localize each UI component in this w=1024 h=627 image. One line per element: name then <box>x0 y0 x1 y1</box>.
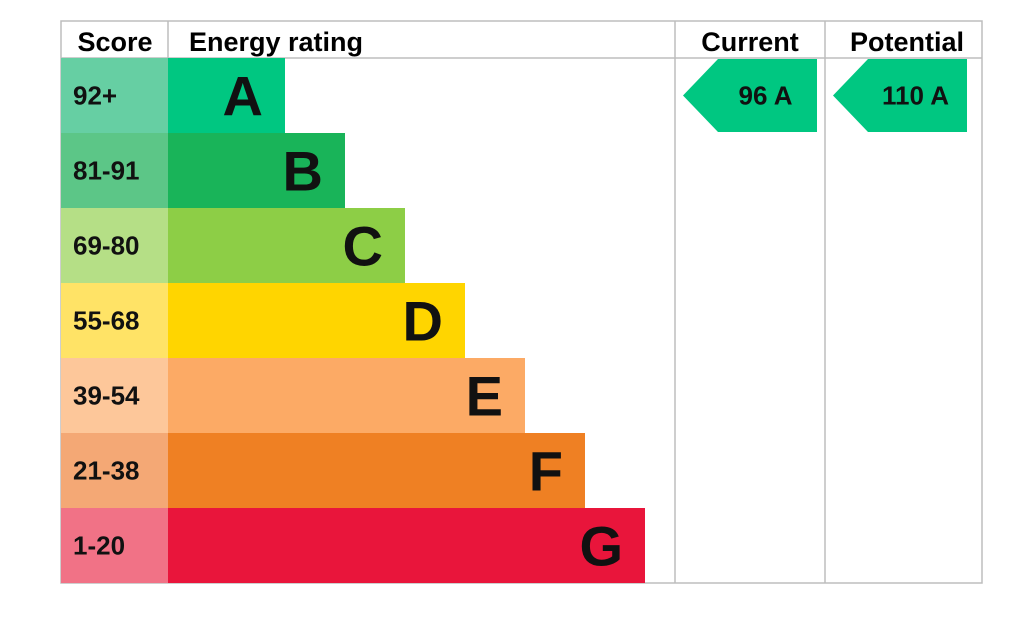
rating-badges: 96 A 110 A <box>683 59 967 132</box>
score-label-e: 39-54 <box>73 381 140 411</box>
header-score: Score <box>77 27 152 57</box>
current-rating-label: 96 A <box>739 81 793 111</box>
band-bar-f <box>168 433 585 508</box>
potential-rating-label: 110 A <box>882 81 949 111</box>
score-label-b: 81-91 <box>73 156 140 186</box>
score-label-c: 69-80 <box>73 231 140 261</box>
score-cell-e <box>61 358 168 433</box>
score-label-a: 92+ <box>73 81 117 111</box>
score-cell-a <box>61 58 168 133</box>
header-potential: Potential <box>850 27 964 57</box>
band-letter-a: A <box>223 65 263 128</box>
score-cell-f <box>61 433 168 508</box>
score-cell-c <box>61 208 168 283</box>
band-letter-e: E <box>466 365 503 428</box>
band-bar-c <box>168 208 405 283</box>
rating-bands: 92+ A 81-91 B 69-80 C 55-68 D 39-54 E 21-38 F 1-20 G <box>61 58 645 583</box>
band-letter-d: D <box>403 290 443 353</box>
band-bar-e <box>168 358 525 433</box>
band-bar-a <box>168 58 285 133</box>
potential-rating-arrow <box>833 59 967 132</box>
score-cell-d <box>61 283 168 358</box>
score-label-d: 55-68 <box>73 306 140 336</box>
band-letter-g: G <box>579 515 623 578</box>
band-bar-b <box>168 133 345 208</box>
header-energy-rating: Energy rating <box>189 27 363 57</box>
score-cell-b <box>61 133 168 208</box>
band-bar-d <box>168 283 465 358</box>
band-letter-f: F <box>529 440 563 503</box>
band-letter-b: B <box>283 140 323 203</box>
band-letter-c: C <box>343 215 383 278</box>
score-label-g: 1-20 <box>73 531 125 561</box>
score-cell-g <box>61 508 168 583</box>
band-bar-g <box>168 508 645 583</box>
current-rating-arrow <box>683 59 817 132</box>
score-label-f: 21-38 <box>73 456 140 486</box>
header-current: Current <box>701 27 799 57</box>
